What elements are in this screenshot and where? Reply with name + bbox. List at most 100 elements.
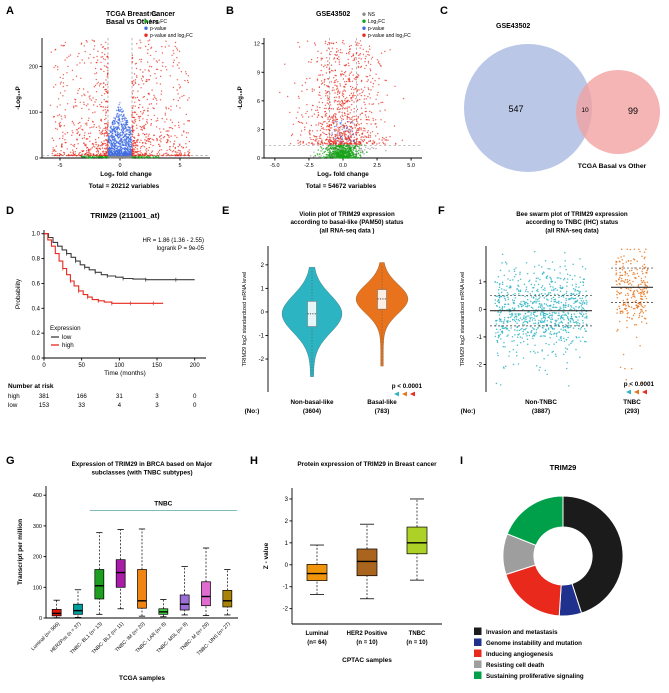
venn-left-label: GSE43502 (496, 23, 530, 30)
risk-value: 33 (78, 402, 85, 409)
svg-text:-1: -1 (259, 333, 265, 339)
panel-b-caption: Total = 54672 variables (305, 183, 377, 190)
svg-text:1: 1 (479, 280, 483, 286)
p-value-mark (642, 389, 647, 395)
svg-text:-5: -5 (58, 163, 63, 169)
panel-title-line: Protein expression of TRIM29 in Breast c… (297, 461, 437, 468)
venn-right-count: 99 (628, 106, 638, 116)
svg-text:-1: -1 (477, 335, 483, 341)
km-hr-text: HR = 1.86 (1.36 - 2.55) (142, 238, 204, 244)
box (222, 590, 233, 608)
svg-text:0: 0 (257, 156, 260, 162)
category-label: Luminal (305, 631, 328, 637)
km-legend-label: low (62, 334, 72, 341)
legend-dot (362, 12, 366, 16)
box (406, 526, 428, 555)
svg-text:1.0: 1.0 (32, 232, 41, 238)
svg-text:1: 1 (261, 286, 265, 292)
svg-text:9: 9 (257, 70, 260, 76)
volcano-plot-gse43502: -5.0 -2.5 0.0 2.5 5.0 0 3 6 9 12 Log₂ fold change -… (237, 11, 422, 178)
y-axis-label: Probability (15, 278, 22, 309)
beeswarm-plot: -2 -1 0 1 TRIM29 log2 standardized mRNA leve… (460, 211, 654, 415)
venn-left-circle (464, 44, 592, 172)
km-curve-low (44, 233, 195, 281)
panel-letter-g: G (6, 455, 15, 467)
svg-text:0.0: 0.0 (32, 356, 41, 362)
panel-violin: E -2 -1 0 1 2 TRIM29 log2 standardized mRNA l… (222, 205, 436, 454)
svg-text:6: 6 (257, 99, 260, 105)
risk-value: 31 (116, 393, 123, 400)
panel-volcano-gse43502: B -5.0 -2.5 0.0 2.5 5.0 0 3 6 9 12 Log₂ fold chang… (226, 5, 436, 204)
x-axis-label: Time (months) (104, 370, 146, 377)
box (306, 563, 328, 581)
svg-text:150: 150 (152, 363, 163, 369)
panel-title-line: Violin plot of TRIM29 expression (299, 211, 395, 218)
legend-dot (144, 33, 148, 37)
panel-title-line: (all RNA-seq data ) (319, 227, 374, 234)
svg-text:100: 100 (114, 363, 125, 369)
x-axis-label: CPTAC samples (342, 657, 392, 664)
y-axis-label: TRIM29 log2 standardized mRNA level (460, 272, 466, 367)
legend-swatch (474, 627, 482, 635)
km-legend-title: Expression (50, 325, 81, 332)
svg-text:0.0: 0.0 (339, 163, 347, 169)
y-axis-label: Z - value (263, 542, 270, 569)
risk-value: 3 (155, 393, 159, 400)
svg-text:0: 0 (42, 363, 46, 369)
legend-label: Inducing angiogenesis (486, 651, 554, 658)
x-axis-label: TCGA samples (119, 675, 165, 682)
category-label: TNBC (409, 631, 426, 637)
svg-text:0: 0 (35, 156, 38, 162)
panel-kaplan-meier: D 0 50 100 150 200 0.0 0.2 0.4 0.6 0.8 1.0 Time (mo… (6, 205, 218, 454)
venn-right-circle (576, 70, 660, 154)
p-value-mark (626, 389, 631, 395)
box (51, 609, 62, 617)
legend-label: p-value and log₂FC (368, 33, 411, 39)
svg-text:100: 100 (29, 110, 38, 116)
panel-donut: I TRIM29 Invasion and metastasis Genome in… (460, 455, 666, 690)
km-curve-high (44, 233, 164, 304)
risk-value: 4 (118, 402, 122, 409)
venn-diagram: GSE43502 547 10 99 TCGA Basal vs Other (464, 23, 660, 172)
box (137, 569, 147, 609)
legend-dot (362, 33, 366, 37)
panel-letter-h: H (250, 455, 258, 467)
box (115, 559, 126, 588)
box (356, 548, 378, 577)
panel-letter-e: E (222, 205, 230, 217)
box (201, 581, 211, 607)
svg-text:-2: -2 (259, 357, 265, 363)
group-n: (783) (375, 408, 390, 415)
panel-letter-d: D (6, 205, 14, 217)
donut-slice (506, 495, 564, 546)
box (94, 569, 105, 600)
panel-title-line: Basal vs Others (106, 19, 159, 26)
svg-text:2.5: 2.5 (373, 163, 381, 169)
svg-text:0.8: 0.8 (32, 257, 41, 263)
donut-slice (505, 564, 562, 617)
svg-text:0: 0 (479, 307, 483, 313)
risk-value: 0 (193, 393, 197, 400)
panel-title-line: TCGA Breast Cancer (106, 11, 175, 18)
group-n: (3887) (532, 408, 550, 415)
svg-text:2: 2 (261, 263, 265, 269)
y-axis-label: -Log₁₀P (237, 86, 244, 109)
p-value-text: p < 0.0001 (392, 383, 423, 390)
panel-venn: C GSE43502 547 10 99 TCGA Basal vs Other (440, 5, 666, 204)
panel-title-line: according to TNBC (IHC) status (526, 219, 619, 226)
box (73, 603, 83, 615)
panel-letter-b: B (226, 5, 234, 17)
group-n: (293) (625, 408, 640, 415)
category-n: (n= 64) (307, 640, 327, 646)
risk-table-title: Number at risk (8, 383, 54, 390)
donut-chart-hallmarks: TRIM29 Invasion and metastasis Genome inst… (474, 463, 624, 680)
svg-text:-5.0: -5.0 (270, 163, 279, 169)
panel-title-line: subclasses (with TNBC subtypes) (91, 469, 192, 476)
risk-value: 166 (77, 393, 88, 400)
y-axis-label: Transcript per million (17, 519, 24, 585)
venn-left-count: 547 (508, 104, 523, 114)
svg-text:3: 3 (257, 127, 260, 133)
